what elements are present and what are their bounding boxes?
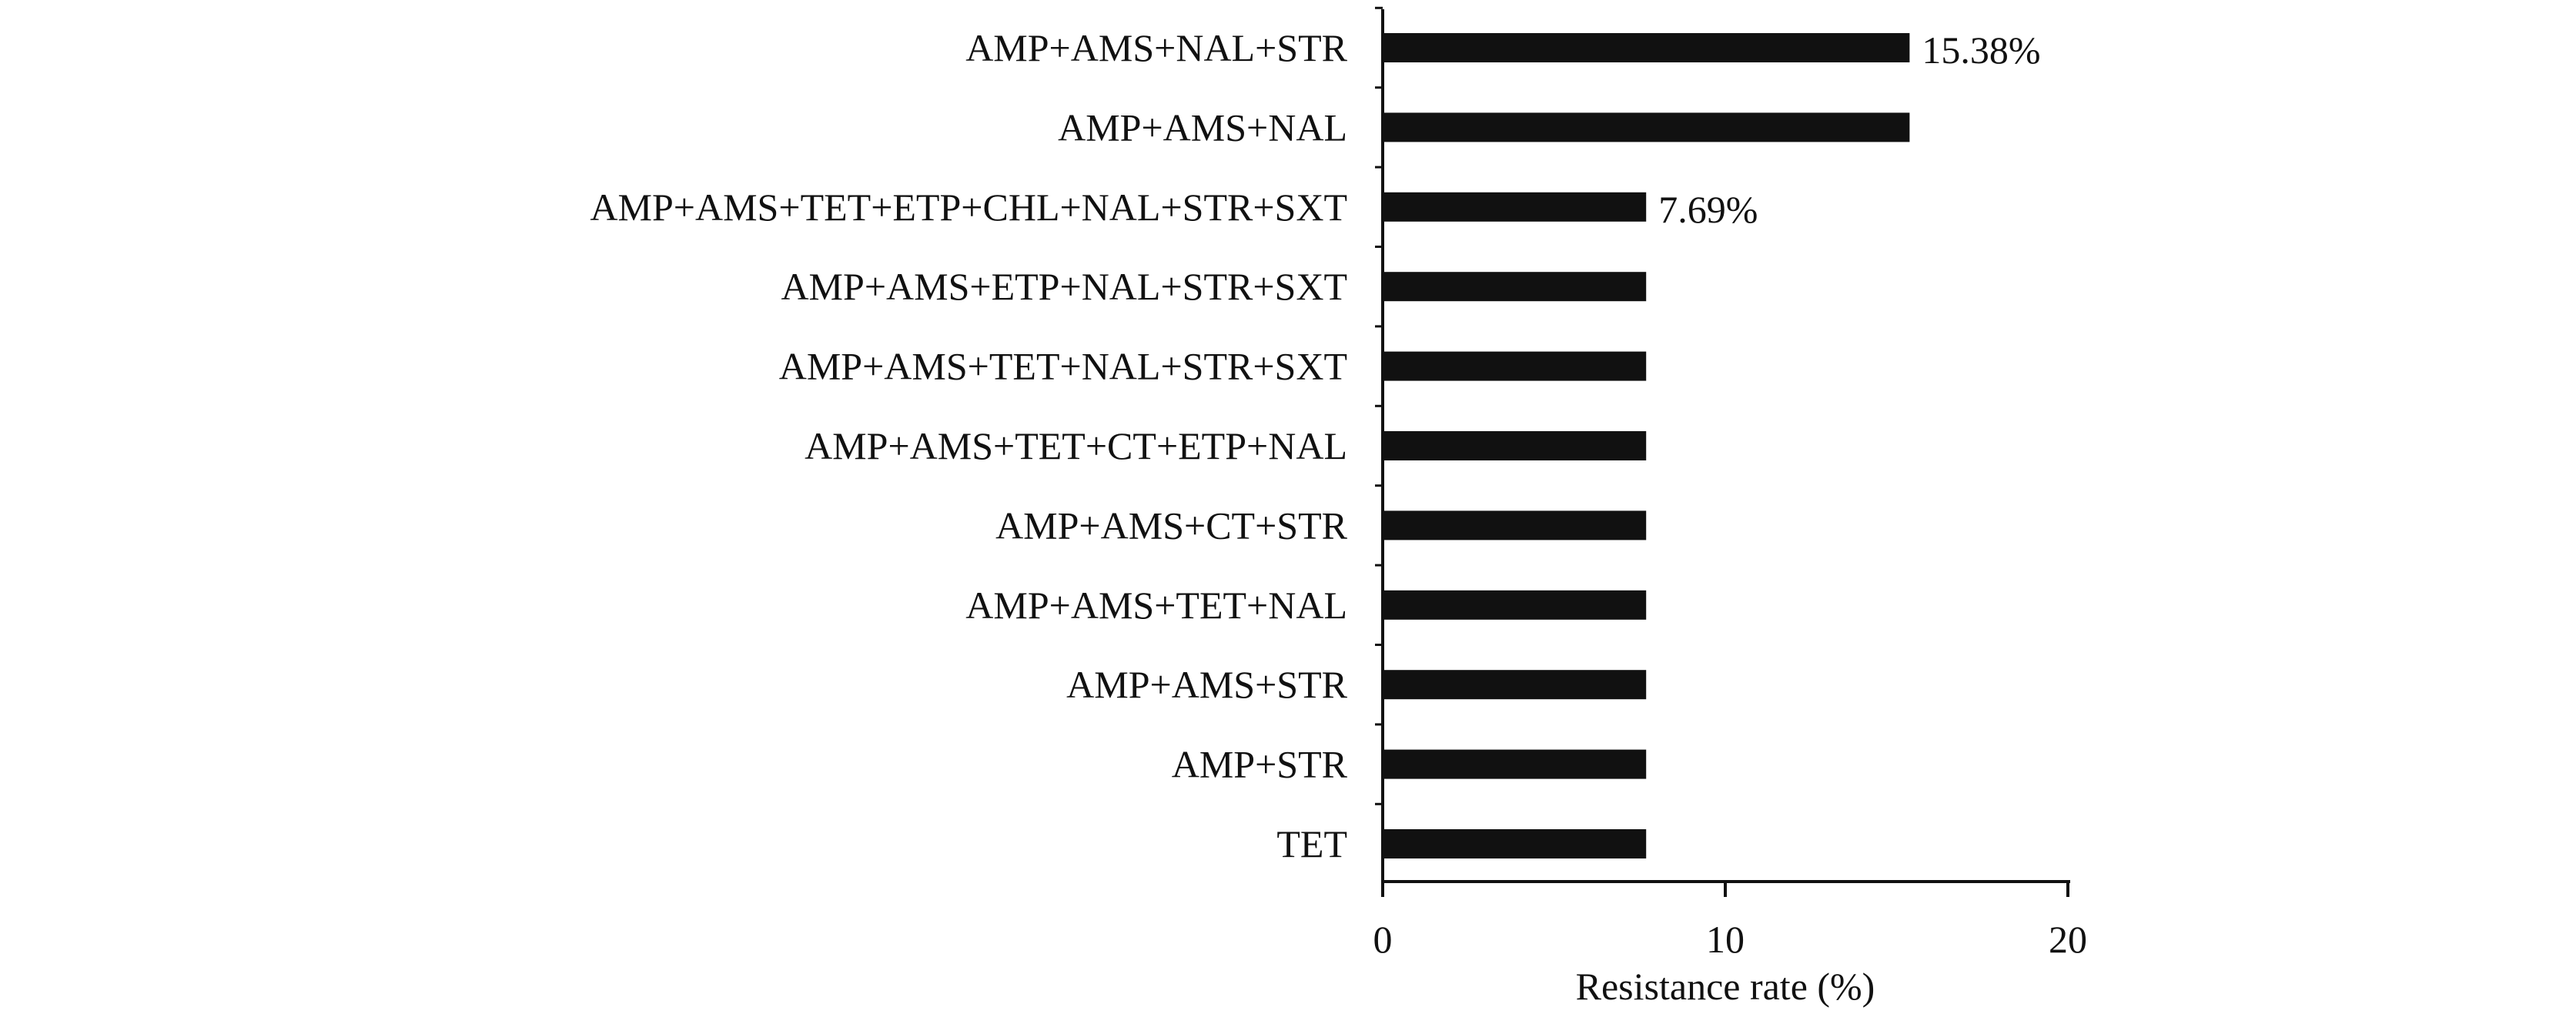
category-label: AMP+AMS+TET+ETP+CHL+NAL+STR+SXT (590, 186, 1347, 229)
bar (1383, 829, 1647, 858)
category-label: AMP+STR (1172, 743, 1348, 786)
bar (1383, 33, 1910, 62)
bar (1383, 670, 1647, 700)
x-tick-label: 0 (1373, 918, 1393, 961)
category-label: AMP+AMS+TET+NAL (965, 584, 1347, 627)
category-label: TET (1276, 822, 1347, 865)
data-label: 15.38% (1922, 28, 2040, 72)
bar (1383, 431, 1647, 460)
category-label: AMP+AMS+STR (1066, 663, 1347, 706)
category-label: AMP+AMS+TET+CT+ETP+NAL (805, 424, 1347, 467)
data-label: 7.69% (1658, 188, 1758, 231)
x-tick-label: 10 (1706, 918, 1745, 961)
category-label: AMP+AMS+NAL+STR (965, 26, 1347, 69)
bar (1383, 112, 1910, 142)
bar (1383, 590, 1647, 620)
category-label: AMP+AMS+CT+STR (995, 504, 1348, 547)
x-axis-title: Resistance rate (%) (1576, 965, 1875, 1008)
bar (1383, 749, 1647, 779)
category-label: AMP+AMS+TET+NAL+STR+SXT (779, 345, 1347, 388)
bar (1383, 272, 1647, 302)
bar (1383, 351, 1647, 381)
bar (1383, 192, 1647, 222)
category-label: AMP+AMS+ETP+NAL+STR+SXT (781, 265, 1347, 308)
bar (1383, 510, 1647, 540)
category-label: AMP+AMS+NAL (1058, 105, 1347, 149)
x-tick-label: 20 (2049, 918, 2087, 961)
